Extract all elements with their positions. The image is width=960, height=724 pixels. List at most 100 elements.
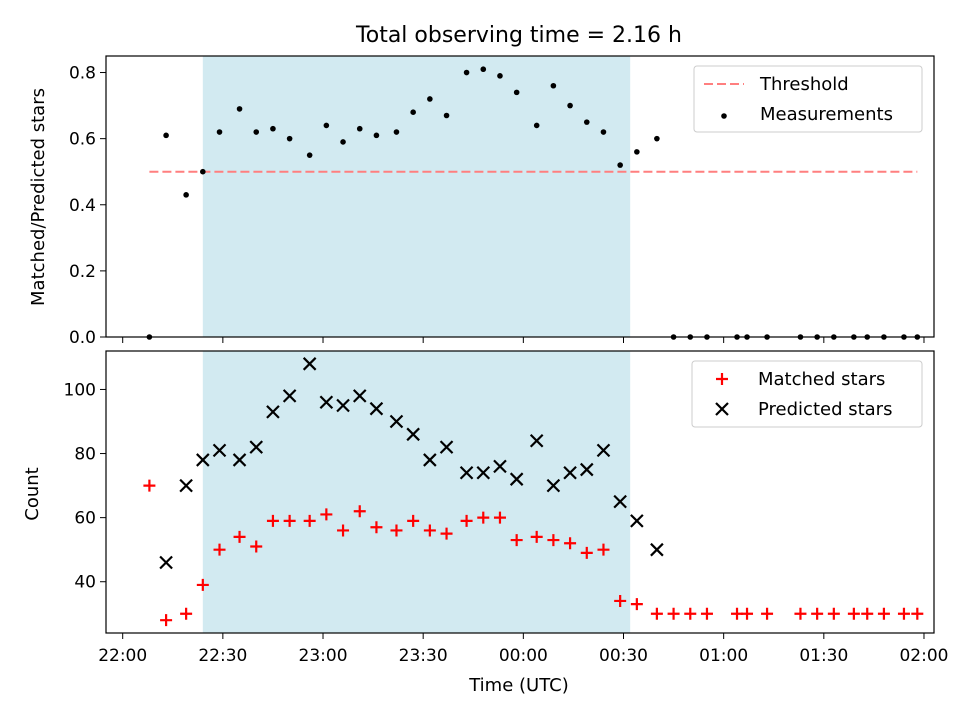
x-tick-label: 22:30 <box>198 646 247 666</box>
matched-stars-point <box>407 514 420 527</box>
y-axis-label-top: Matched/Predicted stars <box>28 88 49 306</box>
measurement-point <box>533 122 540 129</box>
chart-title: Total observing time = 2.16 h <box>355 23 682 48</box>
predicted-stars-point <box>212 443 227 458</box>
matched-stars-point <box>684 607 697 620</box>
measurement-point <box>340 139 346 145</box>
matched-stars-point <box>731 607 744 620</box>
y-tick-label: 40 <box>74 573 96 593</box>
y-tick-label: 0.8 <box>69 64 96 84</box>
predicted-stars-point <box>650 542 664 557</box>
measurement-point <box>654 135 660 142</box>
measurement-point <box>410 109 416 115</box>
predicted-stars-point <box>423 453 437 467</box>
legend-box-1 <box>691 360 923 428</box>
predicted-stars-point <box>249 440 264 454</box>
matched-stars-point <box>180 607 193 620</box>
matched-stars-point <box>196 578 209 591</box>
matched-stars-point <box>160 614 173 627</box>
matched-stars-point <box>353 505 366 518</box>
observing-span-1 <box>202 351 631 633</box>
matched-stars-point <box>370 521 383 534</box>
measurement-point <box>567 102 573 109</box>
measurement-point <box>286 135 293 142</box>
matched-stars-point <box>390 524 403 537</box>
matched-stars-point <box>477 511 490 524</box>
predicted-stars-point <box>509 472 524 486</box>
legend-box-0 <box>693 65 923 133</box>
legend-label: Measurements <box>760 104 893 125</box>
matched-stars-point <box>213 543 226 556</box>
matched-stars-point <box>266 514 279 527</box>
predicted-stars-point <box>319 395 334 410</box>
matched-stars-point <box>493 511 506 524</box>
y-tick-label: 60 <box>74 509 96 529</box>
matched-stars-point <box>564 537 577 550</box>
measurement-point <box>373 132 380 139</box>
matched-stars-point <box>460 514 473 527</box>
matched-stars-point <box>827 607 840 620</box>
predicted-stars-point <box>459 465 474 480</box>
legend-matched-swatch <box>716 373 728 385</box>
x-tick-label: 23:00 <box>299 646 348 666</box>
matched-stars-point <box>233 530 246 543</box>
matched-stars-point <box>580 546 593 559</box>
x-tick-label: 02:00 <box>899 646 948 666</box>
matched-stars-point <box>650 607 663 620</box>
matched-stars-point <box>614 594 627 607</box>
measurement-point <box>497 73 503 79</box>
matched-stars-point <box>337 524 350 537</box>
measurement-point <box>200 168 206 175</box>
matched-stars-point <box>547 534 560 547</box>
predicted-stars-point <box>369 401 384 416</box>
matched-stars-point <box>847 607 860 620</box>
matched-stars-point <box>250 540 263 553</box>
predicted-stars-point <box>196 453 210 467</box>
measurement-point <box>634 149 640 155</box>
y-tick-label: 100 <box>64 380 96 400</box>
predicted-stars-point <box>546 478 561 493</box>
matched-stars-point <box>530 530 543 543</box>
predicted-stars-point <box>439 440 454 454</box>
predicted-stars-point <box>406 427 420 442</box>
matched-stars-point <box>440 527 453 540</box>
legend-label: Threshold <box>759 74 849 95</box>
predicted-stars-point <box>282 389 297 403</box>
matched-stars-point <box>303 514 316 527</box>
predicted-stars-point <box>563 465 577 480</box>
predicted-stars-point <box>529 433 544 448</box>
measurement-point <box>323 122 330 129</box>
measurement-point <box>427 96 433 102</box>
matched-stars-point <box>761 607 774 620</box>
measurement-point <box>183 192 189 198</box>
measurement-point <box>356 125 363 132</box>
predicted-stars-point <box>476 465 491 480</box>
observing-span-0 <box>202 56 631 337</box>
predicted-stars-point <box>159 555 173 570</box>
legend-measurement-swatch <box>721 113 727 119</box>
predicted-stars-point <box>389 414 404 429</box>
measurement-point <box>443 112 450 119</box>
matched-stars-point <box>861 607 874 620</box>
predicted-stars-point <box>596 443 611 458</box>
predicted-stars-point <box>352 389 367 403</box>
matched-stars-point <box>897 607 910 620</box>
matched-stars-point <box>877 607 890 620</box>
matched-stars-point <box>741 607 754 620</box>
predicted-stars-point <box>336 398 350 413</box>
matched-stars-point <box>630 598 643 611</box>
x-tick-label: 00:00 <box>499 646 548 666</box>
x-tick-label: 01:00 <box>699 646 748 666</box>
measurement-point <box>236 106 243 112</box>
legend-label: Matched stars <box>758 369 885 390</box>
x-axis-label: Time (UTC) <box>468 675 569 696</box>
matched-stars-point <box>700 607 713 620</box>
predicted-stars-point <box>579 462 594 477</box>
measurement-point <box>617 162 623 168</box>
predicted-stars-point <box>630 514 644 528</box>
matched-stars-point <box>597 543 610 556</box>
measurement-point <box>513 89 520 96</box>
y-tick-label: 80 <box>74 445 96 465</box>
predicted-stars-point <box>266 405 280 419</box>
matched-stars-point <box>143 479 156 492</box>
